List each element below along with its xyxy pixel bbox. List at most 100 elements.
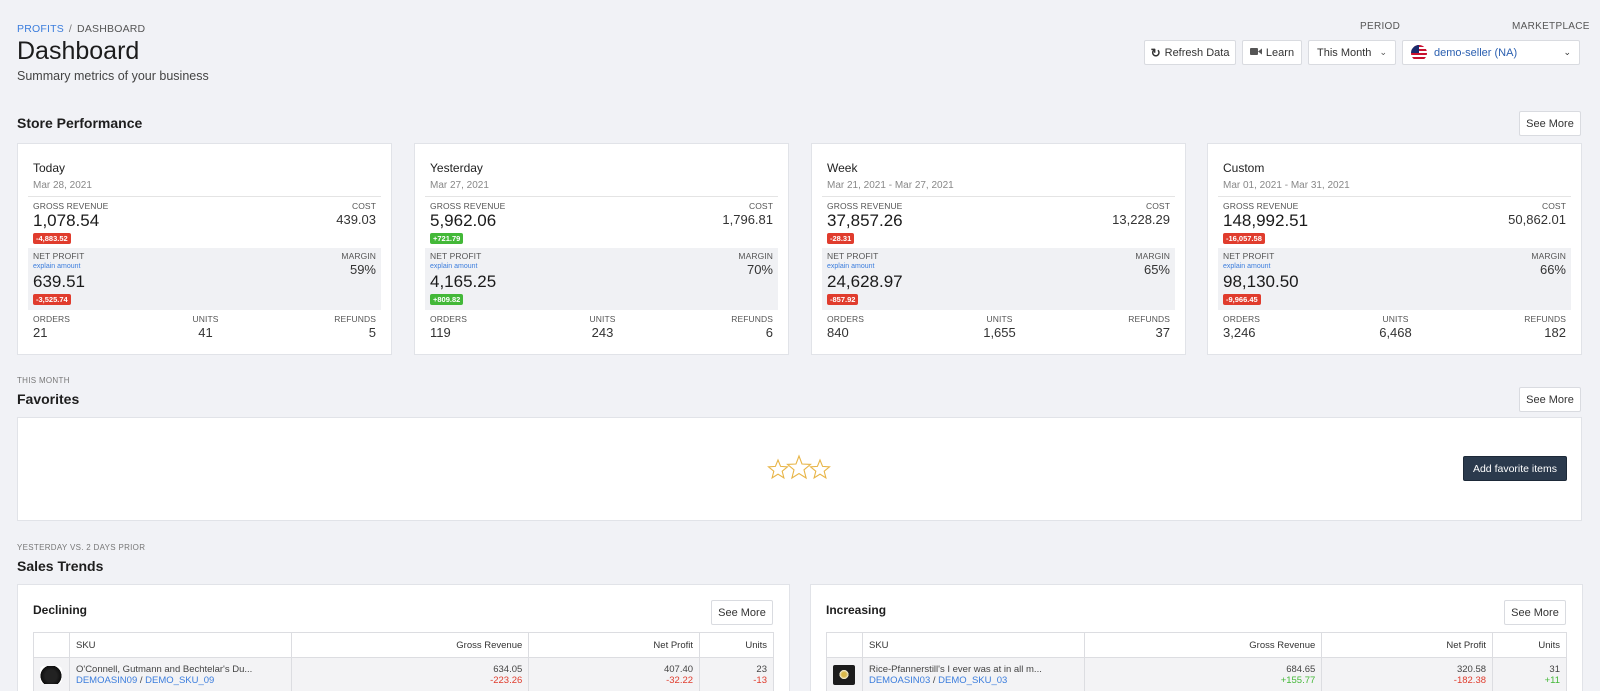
image-column-header [33, 632, 70, 658]
asin-link[interactable]: DEMOASIN09 [75, 675, 138, 686]
net-profit-block: NET PROFIT explain amount 4,165.25 +809.82 M… [425, 248, 778, 310]
gross-revenue-label: GROSS REVENUE [33, 201, 109, 211]
period-label: PERIOD [1360, 21, 1401, 32]
performance-card-today: Today Mar 28, 2021 GROSS REVENUE 1,078.54 -4… [17, 143, 392, 355]
gross-revenue-change-badge: -4,883.52 [33, 233, 71, 244]
refresh-data-button[interactable]: ↻ Refresh Data [1144, 40, 1236, 65]
units-value: 1,655 [983, 325, 1016, 340]
margin-label: MARGIN [1531, 251, 1566, 261]
table-row[interactable]: Rice-Pfannerstill's I ever was at in all… [826, 657, 1567, 691]
sales-trends-title: Sales Trends [17, 558, 104, 574]
net-profit-value: 320.58 [1456, 664, 1487, 675]
table-row[interactable]: O'Connell, Gutmann and Bechtelar's Du...… [33, 657, 774, 691]
gross-revenue-label: GROSS REVENUE [430, 201, 506, 211]
refunds-value: 37 [1155, 325, 1170, 340]
page-title: Dashboard [17, 37, 140, 65]
net-profit-label: NET PROFIT [827, 251, 879, 261]
increasing-see-more-button[interactable]: See More [1504, 600, 1566, 625]
orders-label: ORDERS [33, 314, 70, 324]
net-profit-change-badge: -3,525.74 [33, 294, 71, 305]
net-profit-value: 4,165.25 [430, 272, 497, 291]
add-favorite-items-button[interactable]: Add favorite items [1463, 456, 1567, 481]
marketplace-value: demo-seller (NA) [1434, 46, 1518, 59]
sku-cell: Rice-Pfannerstill's I ever was at in all… [861, 657, 1085, 691]
sku-column-header[interactable]: SKU [68, 632, 292, 658]
refunds-label: REFUNDS [1524, 314, 1566, 324]
page-subtitle: Summary metrics of your business [17, 69, 209, 83]
cost-label: COST [1145, 201, 1170, 211]
store-performance-see-more-button[interactable]: See More [1519, 111, 1581, 136]
gross-revenue-value: 37,857.26 [827, 211, 903, 230]
net-profit-block: NET PROFIT explain amount 24,628.97 -857.92… [822, 248, 1175, 310]
asin-link[interactable]: DEMOASIN03 [868, 675, 931, 686]
breadcrumb-profits-link[interactable]: PROFITS [17, 23, 64, 35]
cost-label: COST [748, 201, 773, 211]
table-header-row: SKU Gross Revenue Net Profit Units [826, 632, 1567, 658]
store-performance-title: Store Performance [17, 115, 143, 131]
learn-label: Learn [1265, 46, 1295, 59]
gross-revenue-cell: 684.65 +155.77 [1083, 657, 1323, 691]
units-column-header[interactable]: Units [699, 632, 774, 658]
breadcrumb-current: DASHBOARD [77, 23, 146, 35]
explain-amount-link[interactable]: explain amount [827, 263, 875, 270]
cost-value: 50,862.01 [1508, 212, 1566, 227]
stars-icon [764, 454, 834, 489]
sku-cell: O'Connell, Gutmann and Bechtelar's Du...… [68, 657, 292, 691]
favorites-period-label: THIS MONTH [17, 376, 70, 385]
card-divider [28, 196, 381, 197]
card-divider [425, 196, 778, 197]
increasing-table: SKU Gross Revenue Net Profit Units Rice-… [826, 632, 1567, 691]
units-label: UNITS [986, 314, 1013, 324]
net-profit-value: 407.40 [663, 664, 694, 675]
table-header-row: SKU Gross Revenue Net Profit Units [33, 632, 774, 658]
units-value: 6,468 [1379, 325, 1412, 340]
orders-value: 3,246 [1223, 325, 1256, 340]
gross-revenue-column-header[interactable]: Gross Revenue [1083, 632, 1323, 658]
units-label: UNITS [192, 314, 219, 324]
units-cell: 31 +11 [1492, 657, 1567, 691]
sku-link[interactable]: DEMO_SKU_09 [145, 675, 215, 686]
product-thumbnail-cell [826, 657, 863, 691]
explain-amount-link[interactable]: explain amount [430, 263, 478, 270]
chevron-down-icon: ⌄ [1379, 47, 1387, 57]
net-profit-block: NET PROFIT explain amount 98,130.50 -9,966.… [1218, 248, 1571, 310]
increasing-title: Increasing [826, 603, 887, 617]
units-value: 31 [1549, 664, 1560, 675]
learn-button[interactable]: Learn [1242, 40, 1302, 65]
net-profit-column-header[interactable]: Net Profit [528, 632, 701, 658]
sku-column-header[interactable]: SKU [861, 632, 1085, 658]
refunds-value: 182 [1544, 325, 1566, 340]
orders-value: 21 [33, 325, 48, 340]
units-column-header[interactable]: Units [1492, 632, 1567, 658]
net-profit-change-badge: -9,966.45 [1223, 294, 1261, 305]
sales-trends-period-label: YESTERDAY VS. 2 DAYS PRIOR [17, 543, 146, 552]
favorites-see-more-button[interactable]: See More [1519, 387, 1581, 412]
net-profit-value: 98,130.50 [1223, 272, 1299, 291]
sku-link[interactable]: DEMO_SKU_03 [938, 675, 1008, 686]
margin-label: MARGIN [1135, 251, 1170, 261]
period-select[interactable]: This Month ⌄ [1308, 40, 1396, 65]
marketplace-select[interactable]: demo-seller (NA) ⌄ [1402, 40, 1580, 65]
breadcrumb: PROFITS / DASHBOARD [17, 23, 145, 35]
gross-revenue-column-header[interactable]: Gross Revenue [290, 632, 530, 658]
gross-revenue-change: +155.77 [1280, 675, 1316, 686]
cost-label: COST [351, 201, 376, 211]
units-change: -13 [753, 675, 767, 686]
declining-see-more-button[interactable]: See More [711, 600, 773, 625]
cost-value: 13,228.29 [1112, 212, 1170, 227]
net-profit-cell: 407.40 -32.22 [528, 657, 701, 691]
explain-amount-link[interactable]: explain amount [33, 263, 81, 270]
refresh-data-label: Refresh Data [1164, 46, 1230, 59]
margin-label: MARGIN [341, 251, 376, 261]
units-cell: 23 -13 [699, 657, 774, 691]
card-divider [822, 196, 1175, 197]
net-profit-value: 639.51 [33, 272, 85, 291]
video-camera-icon [1249, 47, 1262, 59]
favorites-title: Favorites [17, 391, 80, 407]
explain-amount-link[interactable]: explain amount [1223, 263, 1271, 270]
gross-revenue-change-badge: -16,057.58 [1223, 233, 1265, 244]
net-profit-column-header[interactable]: Net Profit [1321, 632, 1494, 658]
units-value: 23 [756, 664, 767, 675]
refunds-label: REFUNDS [334, 314, 376, 324]
units-value: 41 [198, 325, 213, 340]
